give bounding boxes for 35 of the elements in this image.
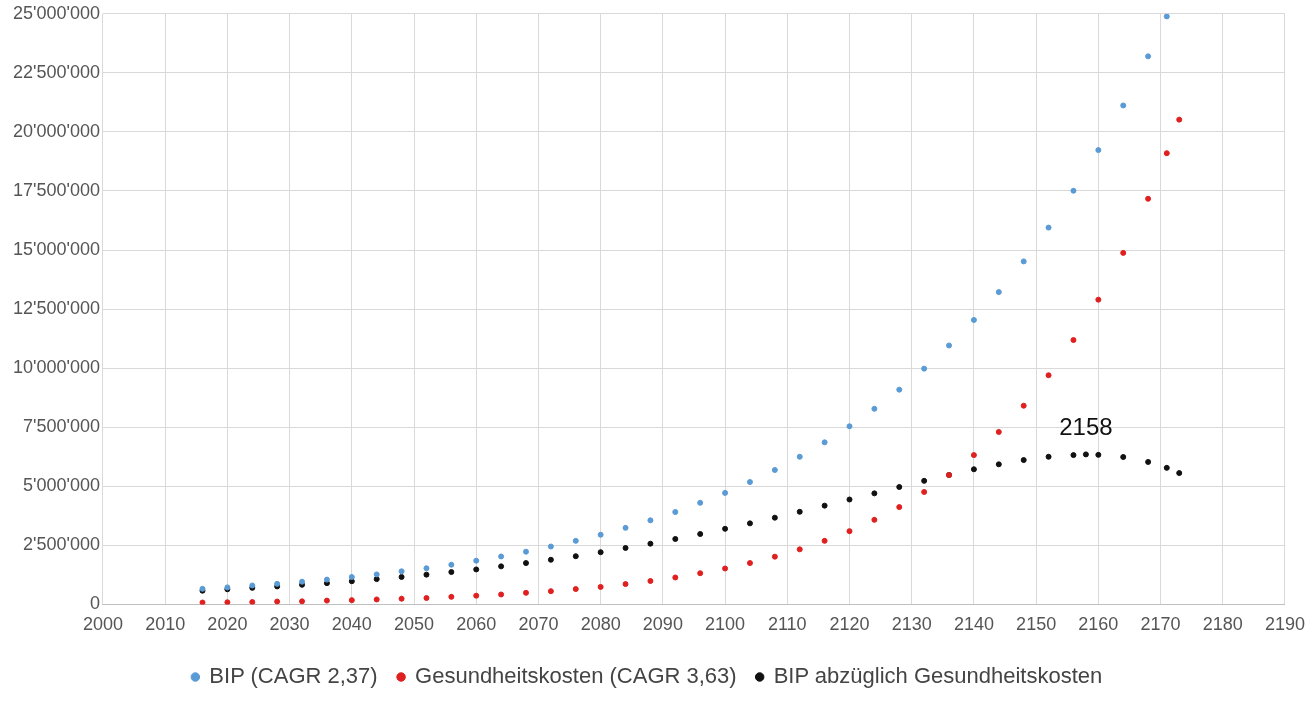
x-tick-label: 2110 bbox=[767, 614, 807, 635]
y-tick-label: 22'500'000 bbox=[12, 61, 100, 82]
y-tick-label: 17'500'000 bbox=[12, 179, 100, 200]
y-tick-label: 20'000'000 bbox=[12, 120, 100, 141]
x-tick-label: 2160 bbox=[1078, 614, 1119, 635]
y-tick-label: 25'000'000 bbox=[12, 2, 100, 23]
x-tick-label: 2120 bbox=[829, 614, 870, 635]
annotation: 2158 bbox=[1059, 413, 1113, 441]
x-tick-label: 2080 bbox=[580, 614, 621, 635]
x-tick-label: 2150 bbox=[1016, 614, 1057, 635]
x-tick-label: 2050 bbox=[393, 614, 435, 635]
legend-label: BIP abzüglich Gesundheitskosten bbox=[773, 663, 1103, 689]
y-tick-label: 12'500'000 bbox=[12, 298, 100, 319]
y-tick-label: 10'000'000 bbox=[12, 357, 100, 378]
x-tick-label: 2090 bbox=[642, 614, 683, 635]
x-tick-label: 2040 bbox=[331, 614, 372, 635]
x-tick-label: 2060 bbox=[456, 614, 497, 635]
legend-label: Gesundheitskosten (CAGR 3,63) bbox=[415, 663, 737, 689]
legend-label: BIP (CAGR 2,37) bbox=[209, 663, 378, 689]
x-tick-label: 2130 bbox=[891, 614, 932, 635]
y-tick-label: 7'500'000 bbox=[23, 416, 100, 437]
x-tick-label: 2020 bbox=[207, 614, 248, 635]
y-tick-label: 2'500'000 bbox=[23, 534, 100, 555]
x-tick-label: 2000 bbox=[82, 614, 123, 635]
x-tick-label: 2010 bbox=[145, 614, 186, 635]
y-tick-label: 0 bbox=[89, 593, 100, 614]
y-tick-label: 5'000'000 bbox=[23, 475, 100, 496]
x-tick-label: 2190 bbox=[1264, 614, 1305, 635]
x-tick-label: 2170 bbox=[1140, 614, 1181, 635]
x-tick-label: 2030 bbox=[269, 614, 310, 635]
y-tick-label: 15'000'000 bbox=[12, 239, 100, 260]
x-tick-label: 2180 bbox=[1202, 614, 1243, 635]
x-tick-label: 2100 bbox=[705, 614, 746, 635]
x-tick-label: 2140 bbox=[953, 614, 994, 635]
x-tick-label: 2070 bbox=[518, 614, 559, 635]
